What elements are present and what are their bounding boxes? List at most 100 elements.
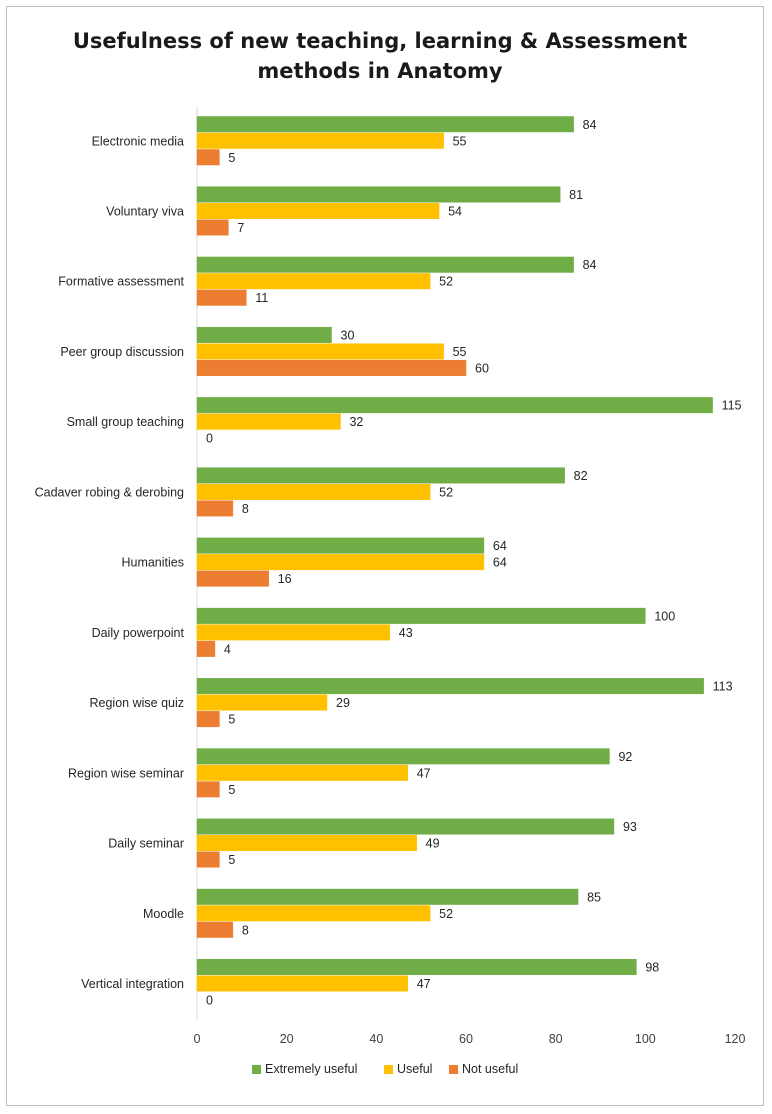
data-label: 0 (206, 994, 213, 1008)
data-label: 47 (417, 977, 431, 991)
bar (196, 186, 561, 203)
data-label: 81 (569, 188, 583, 202)
bar (196, 149, 220, 166)
data-label: 0 (206, 432, 213, 446)
data-label: 113 (713, 680, 733, 694)
bar (196, 921, 234, 938)
bar (196, 256, 574, 273)
category-label: Region wise quiz (90, 696, 185, 710)
bar (196, 607, 646, 624)
category-label: Formative assessment (58, 275, 184, 289)
data-label: 49 (426, 837, 440, 851)
x-tick-label: 0 (194, 1032, 201, 1046)
bar (196, 132, 444, 149)
bar (196, 467, 565, 484)
bar (196, 326, 332, 343)
bar (196, 359, 467, 376)
chart-title: Usefulness of new teaching, learning & A… (60, 26, 700, 86)
bar (196, 905, 431, 922)
bar (196, 888, 579, 905)
bar (196, 851, 220, 868)
bar (196, 764, 408, 781)
data-label: 64 (493, 556, 507, 570)
legend-label: Useful (397, 1062, 432, 1076)
data-label: 47 (417, 766, 431, 780)
data-label: 93 (623, 820, 637, 834)
data-label: 55 (453, 134, 467, 148)
bar (196, 678, 704, 695)
bar (196, 397, 713, 414)
data-label: 85 (587, 890, 601, 904)
x-tick-label: 40 (369, 1032, 383, 1046)
data-label: 82 (574, 469, 588, 483)
legend-swatch (384, 1065, 393, 1074)
category-label: Voluntary viva (106, 204, 184, 218)
category-label: Cadaver robing & derobing (35, 485, 184, 499)
bar (196, 818, 615, 835)
bar (196, 554, 485, 571)
data-label: 92 (618, 750, 632, 764)
bar (196, 835, 417, 852)
x-tick-label: 80 (549, 1032, 563, 1046)
data-label: 5 (228, 151, 235, 165)
bar (196, 711, 220, 728)
bar (196, 624, 391, 641)
chart-title-line-2: methods in Anatomy (257, 59, 503, 83)
legend-swatch (252, 1065, 261, 1074)
x-tick-label: 100 (635, 1032, 656, 1046)
bar (196, 343, 444, 360)
data-label: 52 (439, 907, 453, 921)
data-label: 7 (237, 221, 244, 235)
data-label: 4 (224, 642, 231, 656)
legend-label: Not useful (462, 1062, 518, 1076)
data-label: 100 (654, 609, 675, 623)
bar (196, 500, 234, 517)
bar (196, 483, 431, 500)
bar (196, 116, 574, 133)
category-label: Daily powerpoint (92, 626, 185, 640)
data-label: 98 (645, 961, 659, 975)
data-label: 5 (228, 713, 235, 727)
bar (196, 273, 431, 290)
data-label: 64 (493, 539, 507, 553)
bar (196, 219, 229, 236)
x-tick-label: 20 (280, 1032, 294, 1046)
data-label: 84 (583, 118, 597, 132)
data-label: 115 (722, 399, 742, 413)
bar (196, 975, 408, 992)
category-label: Daily seminar (108, 837, 184, 851)
data-label: 11 (255, 291, 268, 305)
data-label: 52 (439, 485, 453, 499)
category-label: Moodle (143, 907, 184, 921)
data-label: 84 (583, 258, 597, 272)
category-label: Peer group discussion (60, 345, 184, 359)
bar (196, 537, 485, 554)
category-label: Humanities (121, 556, 184, 570)
bar (196, 959, 637, 976)
data-label: 16 (278, 572, 292, 586)
legend-swatch (449, 1065, 458, 1074)
data-label: 52 (439, 275, 453, 289)
data-label: 55 (453, 345, 467, 359)
bar (196, 413, 341, 430)
bar (196, 202, 440, 219)
data-label: 60 (475, 361, 489, 375)
data-label: 5 (228, 853, 235, 867)
bar (196, 748, 610, 765)
legend-label: Extremely useful (265, 1062, 357, 1076)
category-label: Small group teaching (67, 415, 184, 429)
bar (196, 570, 269, 587)
data-label: 8 (242, 502, 249, 516)
data-label: 29 (336, 696, 350, 710)
bar (196, 781, 220, 798)
data-label: 30 (341, 328, 355, 342)
bar (196, 289, 247, 306)
bar (196, 694, 328, 711)
category-label: Electronic media (92, 134, 184, 148)
x-tick-label: 120 (725, 1032, 746, 1046)
data-label: 43 (399, 626, 413, 640)
data-label: 5 (228, 783, 235, 797)
data-label: 8 (242, 923, 249, 937)
data-label: 54 (448, 204, 462, 218)
